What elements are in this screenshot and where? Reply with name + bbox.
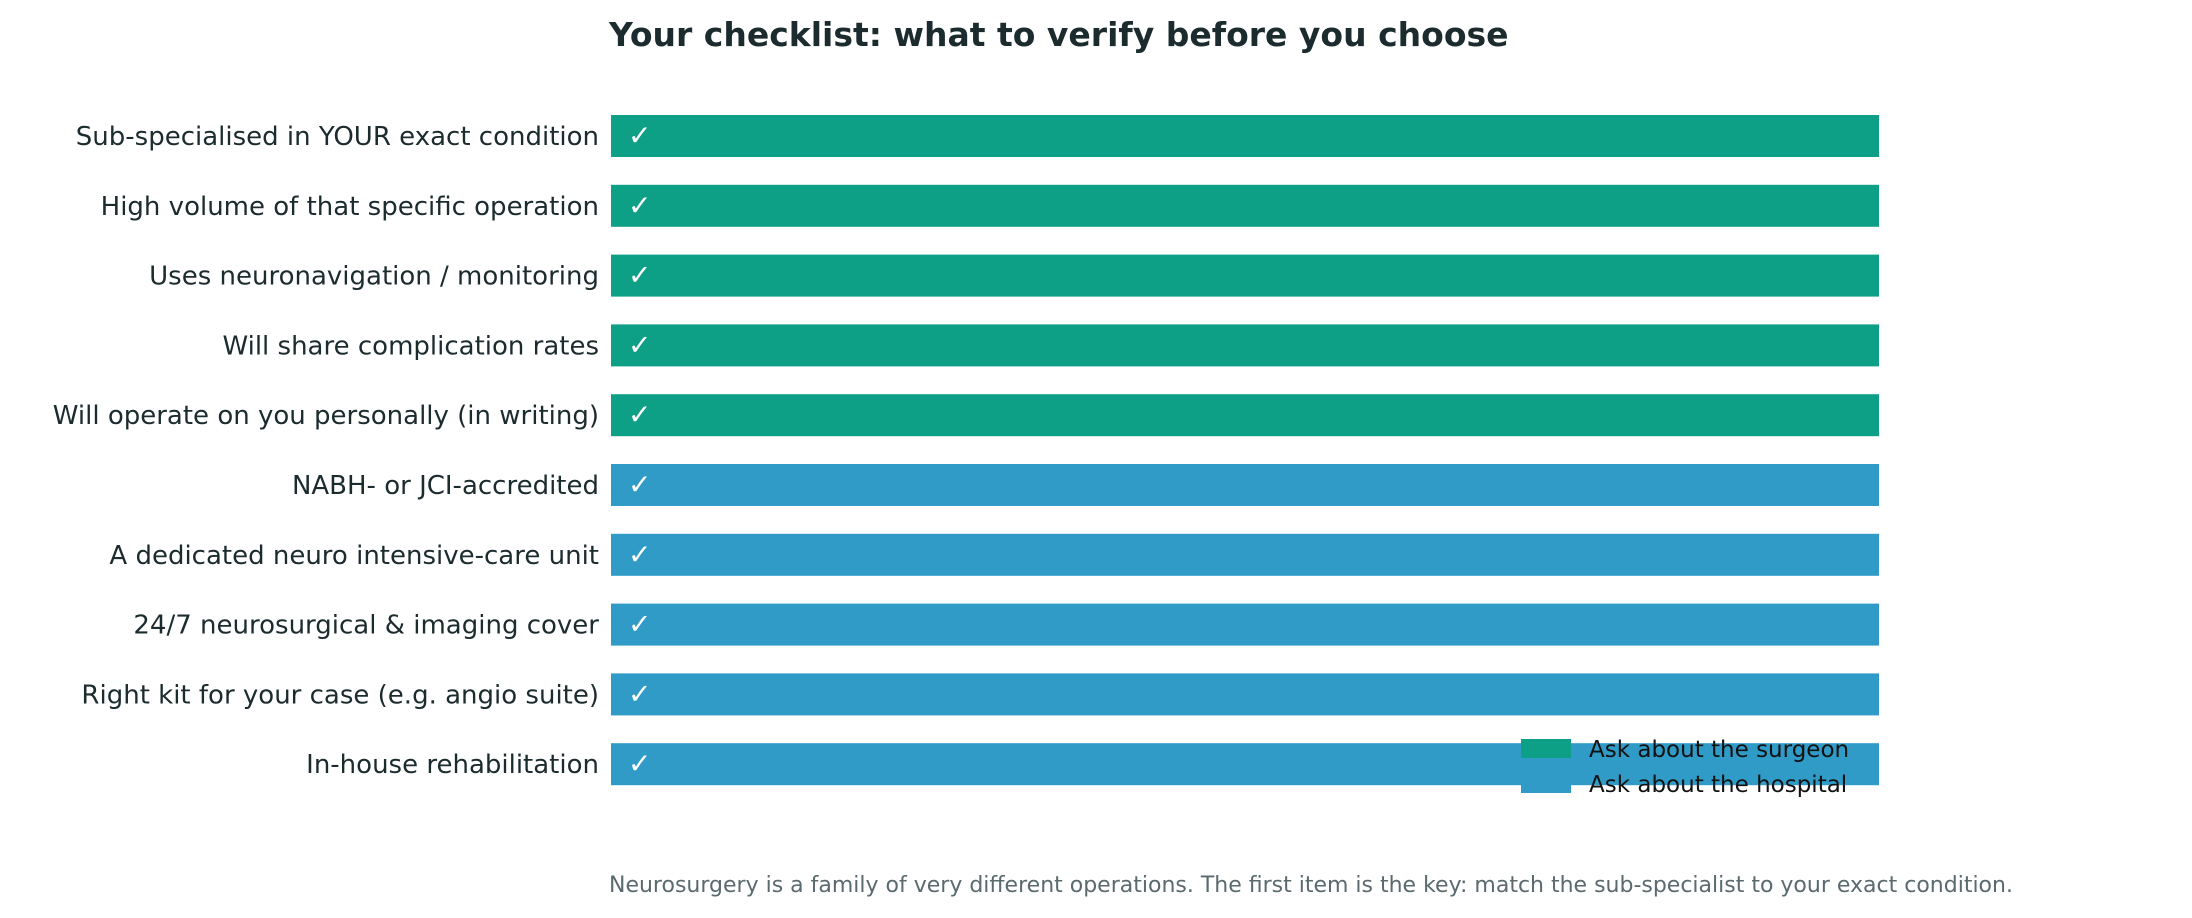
bar xyxy=(611,184,1879,227)
check-mark-icon: ✓ xyxy=(628,677,651,710)
check-mark-icon: ✓ xyxy=(628,259,651,292)
chart-caption: Neurosurgery is a family of very differe… xyxy=(609,873,2013,898)
bars-group: Sub-specialised in YOUR exact condition ✓… xyxy=(53,115,1879,786)
legend-swatch xyxy=(1521,739,1571,758)
category-label: Will operate on you personally (in writi… xyxy=(53,401,599,431)
legend-swatch xyxy=(1521,774,1571,793)
category-label: A dedicated neuro intensive-care unit xyxy=(109,541,599,571)
bar xyxy=(611,743,1879,786)
legend-label: Ask about the surgeon xyxy=(1589,737,1849,763)
bar xyxy=(611,115,1879,157)
category-label: Uses neuronavigation / monitoring xyxy=(149,262,599,292)
check-mark-icon: ✓ xyxy=(628,398,651,431)
check-mark-icon: ✓ xyxy=(628,608,651,641)
category-label: High volume of that specific operation xyxy=(101,192,599,222)
bar xyxy=(611,533,1879,576)
category-label: Sub-specialised in YOUR exact condition xyxy=(76,122,599,152)
category-label: Right kit for your case (e.g. angio suit… xyxy=(81,680,599,710)
bar xyxy=(611,394,1879,437)
bar xyxy=(611,254,1879,297)
check-mark-icon: ✓ xyxy=(628,468,651,501)
check-mark-icon: ✓ xyxy=(628,189,651,222)
bar xyxy=(611,464,1879,506)
category-label: In-house rehabilitation xyxy=(306,750,599,780)
legend-label: Ask about the hospital xyxy=(1589,772,1847,798)
category-label: 24/7 neurosurgical & imaging cover xyxy=(133,611,599,641)
check-mark-icon: ✓ xyxy=(628,538,651,571)
check-mark-icon: ✓ xyxy=(628,119,651,152)
bar xyxy=(611,603,1879,646)
check-mark-icon: ✓ xyxy=(628,328,651,361)
check-mark-icon: ✓ xyxy=(628,747,651,780)
legend: Ask about the surgeon Ask about the hospi… xyxy=(1521,737,1849,798)
chart-title: Your checklist: what to verify before yo… xyxy=(608,15,1509,54)
bar xyxy=(611,324,1879,367)
category-label: Will share complication rates xyxy=(222,331,599,361)
bar xyxy=(611,673,1879,716)
category-label: NABH- or JCI-accredited xyxy=(292,471,599,501)
